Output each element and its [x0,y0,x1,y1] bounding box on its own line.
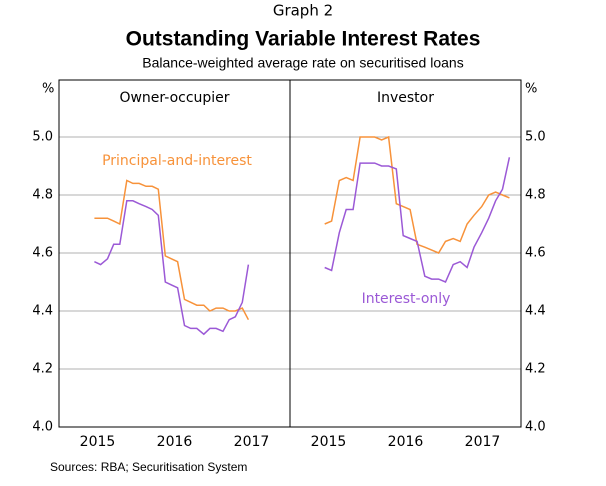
x-tick-label: 2015 [311,434,347,450]
x-tick-label: 2016 [388,434,424,450]
y-tick-label: 4.4 [32,304,53,319]
x-tick-label: 2017 [234,434,270,450]
x-tick-label: 2015 [80,434,116,450]
y-tick-label: 4.0 [32,420,53,435]
series-line [94,200,250,336]
graph-label: Graph 2 [273,2,333,20]
y-tick-label: 4.6 [525,246,546,261]
y-tick-label: 4.2 [525,362,546,377]
panel-title: Investor [377,90,434,106]
y-tick-label: 4.6 [32,246,53,261]
y-tick-label: 5.0 [525,130,546,145]
chart-title: Outstanding Variable Interest Rates [126,28,481,51]
sources: Sources: RBA; Securitisation System [50,460,247,474]
y-axis-unit: % [42,82,54,97]
series-line [324,157,511,283]
y-tick-label: 4.8 [32,188,53,203]
y-tick-label: 4.0 [525,420,546,435]
chart-subtitle: Balance-weighted average rate on securit… [142,55,463,71]
series-label: Interest-only [362,291,451,307]
y-tick-label: 4.4 [525,304,546,319]
y-tick-label: 4.8 [525,188,546,203]
x-tick-label: 2016 [157,434,193,450]
y-tick-label: 4.2 [32,362,53,377]
y-axis-unit: % [525,82,537,97]
panel-title: Owner-occupier [119,90,229,106]
series-line [94,179,250,321]
y-tick-label: 5.0 [32,130,53,145]
series-label: Principal-and-interest [102,153,252,169]
x-tick-label: 2017 [465,434,501,450]
